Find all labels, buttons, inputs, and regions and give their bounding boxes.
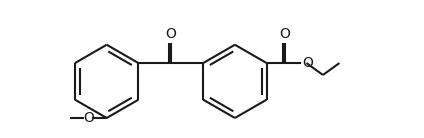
Text: O: O: [83, 111, 94, 125]
Text: O: O: [279, 27, 290, 41]
Text: O: O: [302, 56, 313, 70]
Text: O: O: [165, 27, 176, 41]
